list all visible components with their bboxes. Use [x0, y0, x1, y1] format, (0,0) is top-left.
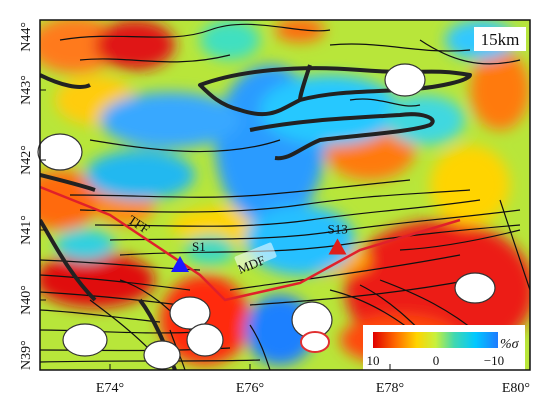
- colorbar-gradient: [373, 332, 498, 348]
- colorbar-tick-0: 0: [433, 353, 440, 368]
- colorbar-tick-10: 10: [367, 353, 380, 368]
- x-tick-label-76: E76°: [236, 381, 264, 396]
- stations: S1 S13: [171, 222, 348, 272]
- depth-label-box: 15km: [474, 27, 526, 51]
- y-tick-label-42: N42°: [19, 145, 34, 175]
- tff-mdf-fault-trace: [39, 185, 461, 302]
- station-label-s13: S13: [328, 222, 348, 237]
- y-tick-labels: N44° N43° N42° N41° N40° N39°: [19, 22, 34, 370]
- y-tick-label-43: N43°: [19, 75, 34, 105]
- station-label-s1: S1: [192, 239, 206, 254]
- main-faults: [39, 185, 461, 302]
- y-tick-label-40: N40°: [19, 285, 34, 315]
- station-marker-s13: [328, 238, 347, 255]
- colorbar-unit: %σ: [500, 337, 520, 352]
- map-frame: [39, 19, 531, 371]
- station-marker-s1: [171, 256, 189, 272]
- y-tick-label-44: N44°: [19, 22, 34, 52]
- depth-label: 15km: [481, 30, 520, 49]
- data-gap-patches: [37, 63, 496, 370]
- colorbar: 10 0 −10 %σ: [363, 325, 525, 370]
- axis-ticks: [40, 19, 531, 371]
- colorbar-tick-minus10: −10: [484, 353, 504, 368]
- y-tick-label-39: N39°: [19, 340, 34, 370]
- x-tick-label-78: E78°: [376, 381, 404, 396]
- x-tick-label-80: E80°: [502, 381, 530, 396]
- x-tick-label-74: E74°: [96, 381, 124, 396]
- fault-label-mdf-box: [234, 242, 277, 272]
- y-tick-label-41: N41°: [19, 215, 34, 245]
- x-tick-labels: E74° E76° E78° E80°: [96, 381, 530, 396]
